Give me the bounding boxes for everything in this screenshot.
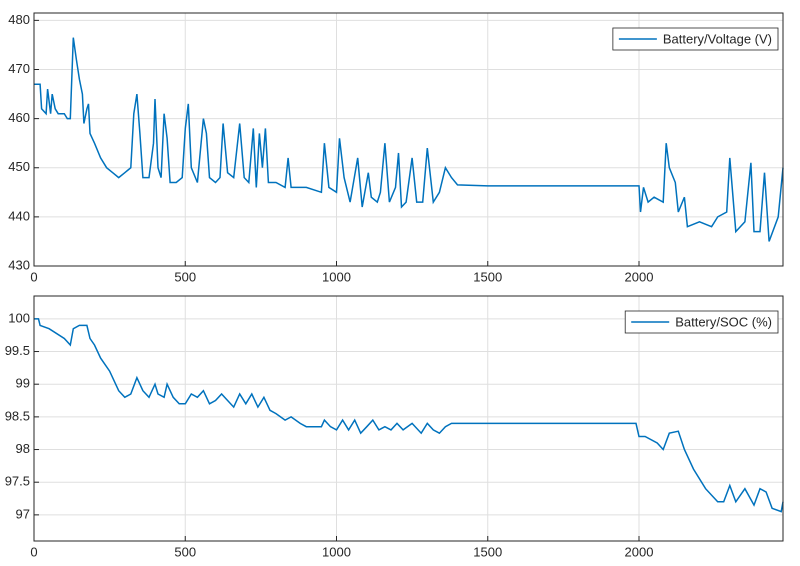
data-line	[34, 37, 784, 242]
legend-label: Battery/Voltage (V)	[663, 31, 772, 46]
x-tick-label: 1000	[322, 269, 351, 284]
y-tick-label: 430	[8, 257, 30, 272]
x-tick-label: 500	[174, 544, 196, 559]
x-tick-label: 1500	[473, 269, 502, 284]
x-tick-label: 1500	[473, 544, 502, 559]
x-tick-label: 0	[30, 544, 37, 559]
x-tick-label: 500	[174, 269, 196, 284]
axes-box	[33, 295, 784, 542]
y-tick-label: 100	[8, 310, 30, 325]
legend: Battery/SOC (%)	[624, 310, 779, 334]
y-tick-label: 98.5	[5, 408, 30, 423]
plot-area	[34, 13, 783, 266]
legend: Battery/Voltage (V)	[612, 27, 779, 51]
x-tick-label: 0	[30, 269, 37, 284]
y-tick-label: 99	[16, 376, 30, 391]
y-tick-label: 440	[8, 208, 30, 223]
x-tick-label: 2000	[625, 544, 654, 559]
y-tick-label: 450	[8, 159, 30, 174]
legend-box	[612, 27, 779, 51]
x-tick-label: 1000	[322, 544, 351, 559]
y-tick-label: 99.5	[5, 343, 30, 358]
y-tick-label: 97	[16, 506, 30, 521]
data-line	[34, 318, 784, 513]
y-tick-label: 97.5	[5, 474, 30, 489]
legend-box	[624, 310, 779, 334]
x-tick-label: 2000	[625, 269, 654, 284]
y-tick-label: 98	[16, 441, 30, 456]
axes-box	[33, 12, 784, 267]
legend-label: Battery/SOC (%)	[675, 314, 772, 329]
y-tick-label: 470	[8, 61, 30, 76]
y-tick-label: 480	[8, 12, 30, 27]
plot-area	[34, 296, 783, 541]
y-tick-label: 460	[8, 110, 30, 125]
